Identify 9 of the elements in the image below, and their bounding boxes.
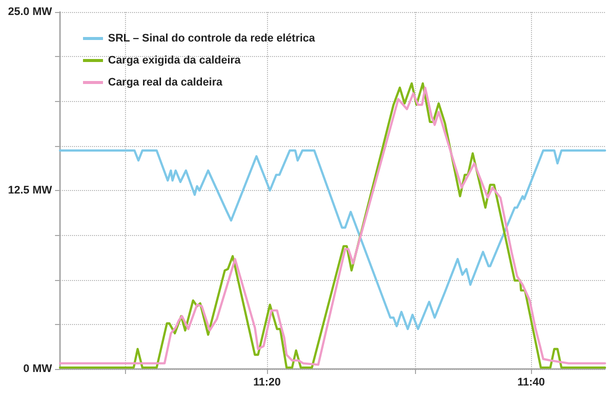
x-tick-label: 11:20 [253, 376, 281, 388]
y-tick-label: 25.0 MW [8, 6, 53, 18]
legend-label: Carga real da caldeira [108, 76, 224, 88]
line-series [58, 149, 606, 330]
x-tick-label: 11:40 [517, 376, 545, 388]
y-tick-label: 0 MW [23, 363, 53, 375]
y-tick-label: 12.5 MW [8, 184, 53, 196]
legend-label: Carga exigida da caldeira [108, 54, 242, 66]
legend-label: SRL – Sinal do controle da rede elétrica [108, 32, 316, 44]
